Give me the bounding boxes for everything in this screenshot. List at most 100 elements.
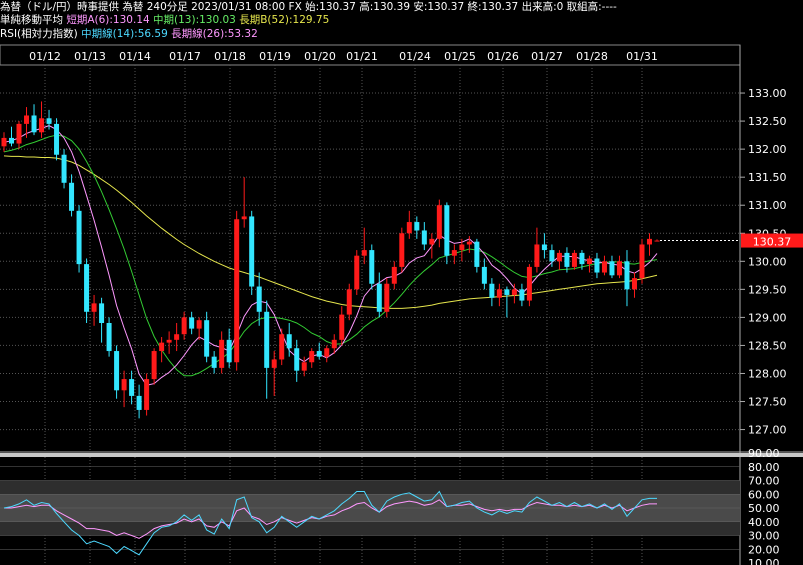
date-label: 01/28 [576,50,608,63]
candle-body [511,289,517,295]
candle-body [151,351,157,380]
candle-body [99,303,105,323]
candle [196,317,202,340]
candle-body [219,339,225,368]
date-label: 01/26 [487,50,519,63]
date-label: 01/21 [346,50,378,63]
candle [399,227,405,273]
candle-body [331,339,337,349]
candle [279,328,285,366]
ma-long-label: 長期B(52):129.75 [239,14,330,26]
candle [204,311,210,363]
candle-body [309,351,315,363]
candle-body [166,339,172,343]
candle-body [421,230,427,245]
candle [541,233,547,259]
candle [646,233,652,256]
candle-body [481,266,487,284]
candle-body [256,286,262,312]
candle [594,252,600,279]
candle-body [91,303,97,312]
rsi-long-line [4,499,657,539]
price-tick-label: 132.00 [748,143,787,156]
candle-body [136,395,142,410]
candle-body [9,137,15,144]
candle [241,177,247,228]
date-label: 01/17 [169,50,201,63]
candle [459,238,465,262]
candle-body [654,240,660,242]
candle [609,255,615,279]
candle [294,339,300,382]
candle [84,258,90,323]
candle-body [234,219,240,363]
candle [39,101,45,138]
candle-body [211,356,217,368]
date-label: 01/19 [259,50,291,63]
candle [256,272,262,326]
candle [331,334,337,354]
candle [271,351,277,396]
candle-body [294,348,300,371]
candle-body [414,222,420,231]
candle-body [369,250,375,284]
candle-body [181,317,187,335]
candle [631,272,637,298]
candle [354,250,360,295]
candle [549,244,555,267]
candle-body [39,118,45,133]
ma-mid-line [3,134,658,377]
candle [466,236,472,253]
candle [1,132,7,152]
candle [144,373,150,416]
candle-body [84,264,90,312]
ma-legend-label: 単純移動平均 [0,14,63,26]
price-tick-label: 128.50 [748,339,787,352]
rsi-tick-label: 70.00 [748,475,780,488]
current-price-tag [741,233,803,248]
candle-body [31,115,37,133]
candle [624,250,630,307]
ma-legend: 単純移動平均 短期A(6):130.14 中期(13):130.03 長期B(5… [0,13,329,27]
candle-body [406,222,412,234]
candle [106,317,112,357]
rsi-tick-label: 20.00 [748,543,780,556]
date-label: 01/12 [29,50,61,63]
rsi-long-label: 長期線(26):53.32 [171,28,258,40]
candle-body [249,216,255,287]
candle [46,109,52,130]
date-label: 01/31 [626,50,658,63]
candle-body [384,283,390,312]
ma-mid-label: 中期(13):130.03 [153,14,236,26]
candle [181,311,187,340]
candle-body [436,205,442,239]
candle-body [451,250,457,256]
candle [451,244,457,265]
candle-body [526,266,532,301]
candle [54,118,60,161]
candle [361,227,367,265]
candle-body [354,255,360,290]
candle-body [1,137,7,147]
date-label: 01/13 [74,50,106,63]
candle [346,283,352,321]
candle [16,121,22,150]
candle-body [24,115,30,124]
candle [159,337,165,363]
ma-short-line [3,125,658,386]
candle-body [459,244,465,251]
candle-body [129,379,135,396]
candle [654,239,660,242]
candle-body [474,241,480,267]
candle-body [204,320,210,357]
candle [564,247,570,273]
candle [384,278,390,318]
candle [316,342,322,360]
candle [429,233,435,259]
rsi-tick-label: 40.00 [748,516,780,529]
candle-body [286,334,292,349]
candle [496,283,502,307]
candle-body [556,252,562,262]
candle [511,283,517,304]
